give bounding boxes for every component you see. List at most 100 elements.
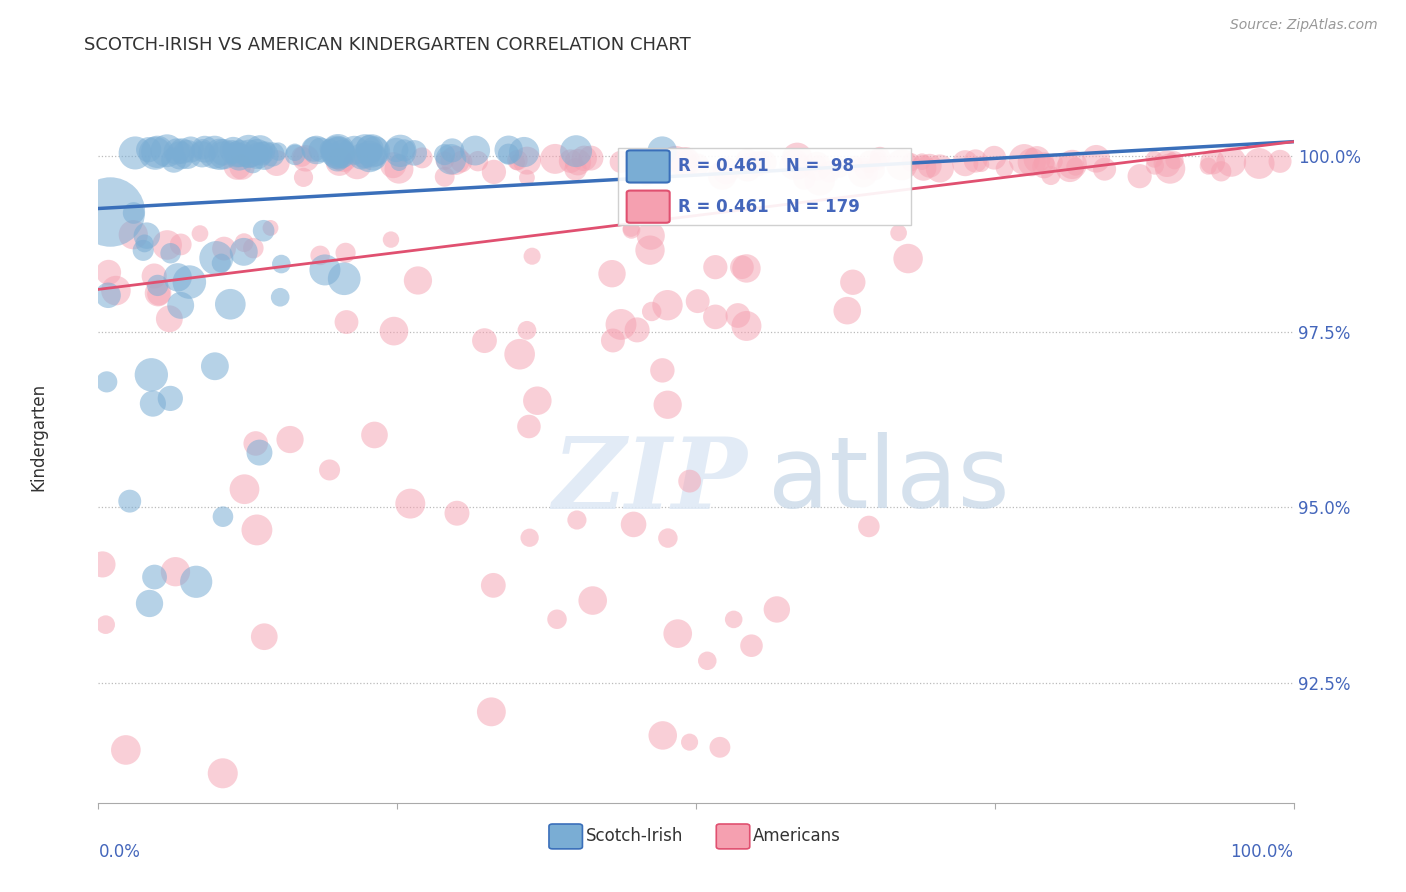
Point bbox=[735, 318, 758, 333]
Point bbox=[506, 155, 529, 169]
Point bbox=[225, 143, 247, 157]
Point bbox=[326, 144, 349, 158]
Point bbox=[226, 159, 249, 173]
Point bbox=[208, 147, 231, 161]
Point bbox=[292, 170, 315, 185]
Point bbox=[853, 163, 876, 178]
Point bbox=[766, 602, 789, 616]
Point bbox=[380, 233, 402, 247]
Point bbox=[673, 155, 696, 169]
Point bbox=[859, 154, 882, 169]
Point bbox=[146, 145, 169, 159]
Point bbox=[319, 142, 342, 156]
Point bbox=[143, 570, 166, 584]
Point bbox=[641, 304, 664, 318]
Text: R = 0.461   N =  98: R = 0.461 N = 98 bbox=[678, 158, 853, 176]
Point bbox=[479, 705, 502, 719]
Point bbox=[232, 244, 254, 259]
Point bbox=[1197, 159, 1219, 173]
Point bbox=[219, 297, 242, 311]
Point bbox=[818, 165, 841, 179]
Point bbox=[138, 143, 160, 157]
Point bbox=[565, 513, 588, 527]
Point bbox=[711, 169, 734, 183]
Point bbox=[672, 156, 695, 170]
Point bbox=[467, 154, 489, 169]
Point bbox=[737, 153, 759, 168]
Point bbox=[565, 144, 588, 158]
Point bbox=[118, 494, 141, 508]
Point bbox=[212, 509, 235, 524]
Point bbox=[679, 474, 702, 488]
Point bbox=[433, 169, 456, 184]
Point bbox=[1211, 164, 1233, 178]
Point bbox=[222, 144, 245, 158]
Text: Kindergarten: Kindergarten bbox=[30, 383, 48, 491]
Point bbox=[159, 246, 181, 260]
Point bbox=[335, 245, 357, 260]
Point bbox=[97, 288, 120, 302]
Point bbox=[1094, 162, 1116, 177]
Point bbox=[657, 531, 679, 545]
Point bbox=[731, 260, 754, 275]
Point bbox=[783, 158, 806, 172]
Point bbox=[1202, 155, 1225, 169]
Point bbox=[335, 315, 357, 329]
Point bbox=[382, 158, 405, 172]
Point bbox=[399, 497, 422, 511]
Point bbox=[194, 142, 217, 156]
Point bbox=[1012, 153, 1035, 167]
Point bbox=[519, 531, 541, 545]
Point bbox=[169, 148, 191, 162]
Point bbox=[134, 236, 156, 251]
Point bbox=[506, 153, 529, 168]
Point bbox=[385, 143, 408, 157]
Point bbox=[852, 165, 875, 179]
Point bbox=[388, 162, 411, 177]
Point bbox=[156, 238, 179, 252]
Point bbox=[955, 156, 977, 170]
Point bbox=[678, 153, 700, 167]
Point bbox=[433, 147, 456, 161]
Point bbox=[890, 158, 912, 172]
Point bbox=[651, 728, 673, 742]
Text: SCOTCH-IRISH VS AMERICAN KINDERGARTEN CORRELATION CHART: SCOTCH-IRISH VS AMERICAN KINDERGARTEN CO… bbox=[84, 36, 692, 54]
Point bbox=[253, 148, 276, 162]
Point bbox=[579, 151, 602, 165]
Point bbox=[148, 287, 170, 301]
Point bbox=[450, 154, 472, 169]
Point bbox=[993, 161, 1015, 176]
Point bbox=[600, 267, 623, 281]
Point bbox=[350, 149, 373, 163]
Point bbox=[626, 323, 648, 337]
Point bbox=[245, 436, 267, 450]
Point bbox=[754, 155, 776, 169]
Point bbox=[627, 153, 650, 167]
Point bbox=[318, 463, 340, 477]
Point bbox=[284, 148, 307, 162]
Point bbox=[253, 630, 276, 644]
Point bbox=[704, 260, 727, 275]
Point bbox=[793, 171, 815, 186]
Point bbox=[1156, 156, 1178, 170]
Point bbox=[360, 144, 382, 158]
Point bbox=[291, 150, 314, 164]
Point bbox=[96, 375, 118, 389]
Point bbox=[1143, 159, 1166, 173]
Point bbox=[404, 145, 426, 160]
Point bbox=[124, 145, 146, 160]
Point bbox=[204, 145, 226, 160]
Text: R = 0.461   N = 179: R = 0.461 N = 179 bbox=[678, 198, 860, 216]
Point bbox=[314, 263, 336, 277]
Point bbox=[146, 286, 169, 301]
Point bbox=[382, 324, 405, 338]
Point bbox=[714, 163, 737, 178]
FancyBboxPatch shape bbox=[716, 824, 749, 849]
Point bbox=[657, 398, 679, 412]
Point bbox=[284, 145, 307, 160]
Point bbox=[544, 152, 567, 166]
Point bbox=[328, 146, 350, 161]
Point bbox=[1062, 157, 1084, 171]
Point bbox=[574, 152, 596, 166]
Point bbox=[333, 271, 356, 285]
